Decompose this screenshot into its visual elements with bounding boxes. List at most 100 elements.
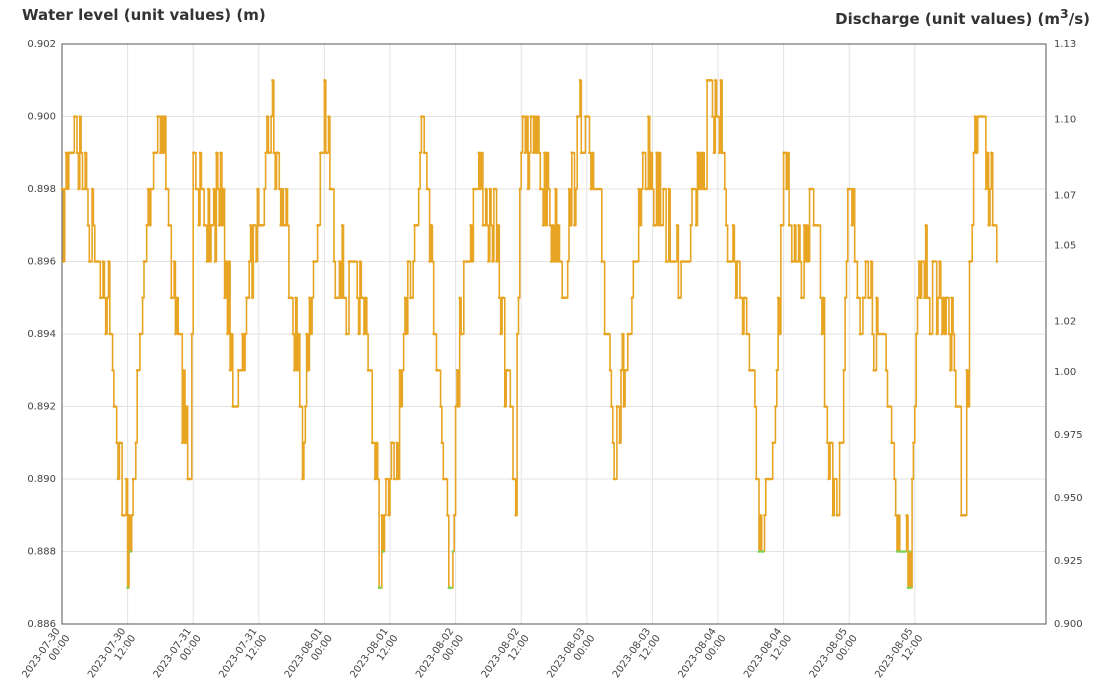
plot-frame [61,43,1047,625]
data-point [843,296,847,300]
data-point [114,405,117,408]
data-point [830,441,833,445]
data-point [536,115,539,118]
data-point [461,332,464,336]
left-tick-label: 0.896 [27,257,56,268]
data-point [629,332,632,336]
data-point [375,441,378,445]
data-point [586,115,590,118]
data-point [678,296,681,300]
data-point [895,550,899,553]
data-point [806,260,810,263]
data-point [242,369,246,372]
data-point [780,224,784,227]
data-point [513,477,516,481]
right-tick-label: 1.13 [1054,39,1076,50]
data-point [183,441,187,445]
data-point [741,332,744,336]
data-point [663,187,666,191]
data-point [533,115,537,118]
data-point [648,187,651,191]
data-point [761,550,765,553]
data-point [827,477,830,481]
data-point [995,260,999,263]
data-point [416,224,419,227]
data-point [801,296,804,300]
data-point [222,187,225,191]
data-point [62,260,65,263]
data-point [60,187,64,191]
data-point [532,151,535,155]
data-point [145,224,148,227]
data-point [410,296,414,300]
data-point [470,260,474,263]
data-point [610,405,613,408]
data-point [645,187,649,191]
data-point [619,369,623,372]
data-point [417,187,421,191]
data-point [82,187,86,191]
data-point [938,260,941,263]
right-tick-label: 0.925 [1054,556,1083,567]
data-point [107,260,110,263]
data-point [571,151,575,155]
data-point [737,260,740,263]
data-point [75,151,79,155]
data-point [144,260,147,263]
data-point [278,187,281,191]
data-point [283,224,287,227]
data-point [525,115,528,118]
data-point [689,224,692,227]
data-point [514,514,517,517]
data-point [763,514,766,517]
data-point [912,441,915,445]
right-tick-label: 1.07 [1054,190,1076,201]
data-point [157,115,161,118]
data-point [369,369,373,372]
data-point [834,477,837,481]
data-point [655,151,658,155]
data-point [502,296,505,300]
data-point [190,332,194,336]
data-point [811,187,814,191]
data-point [793,224,796,227]
data-point [489,224,493,227]
data-point [74,115,77,118]
data-point [515,332,519,336]
data-point [722,151,725,155]
data-point [841,441,844,445]
data-point [698,151,702,155]
data-point [984,187,988,191]
data-point [543,151,546,155]
data-point [647,115,650,118]
data-point [454,405,457,408]
left-axis-ticks: 0.902 0.900 0.898 0.896 0.894 0.892 0.890 0.888… [27,39,56,630]
data-point [616,405,620,408]
data-point [499,332,503,336]
data-point [528,151,531,155]
data-point [79,151,83,155]
data-point [273,187,277,191]
data-point [744,296,747,300]
data-point [373,477,377,481]
data-point [276,151,280,155]
data-point [89,260,92,263]
data-point [943,332,947,336]
data-point [704,187,707,191]
data-point [934,260,937,263]
data-point [496,224,500,227]
data-point [63,187,66,191]
data-point [301,477,304,481]
data-point [134,441,138,445]
data-point [457,405,460,408]
data-point [731,224,735,227]
data-point [364,296,367,300]
data-point [649,151,653,155]
